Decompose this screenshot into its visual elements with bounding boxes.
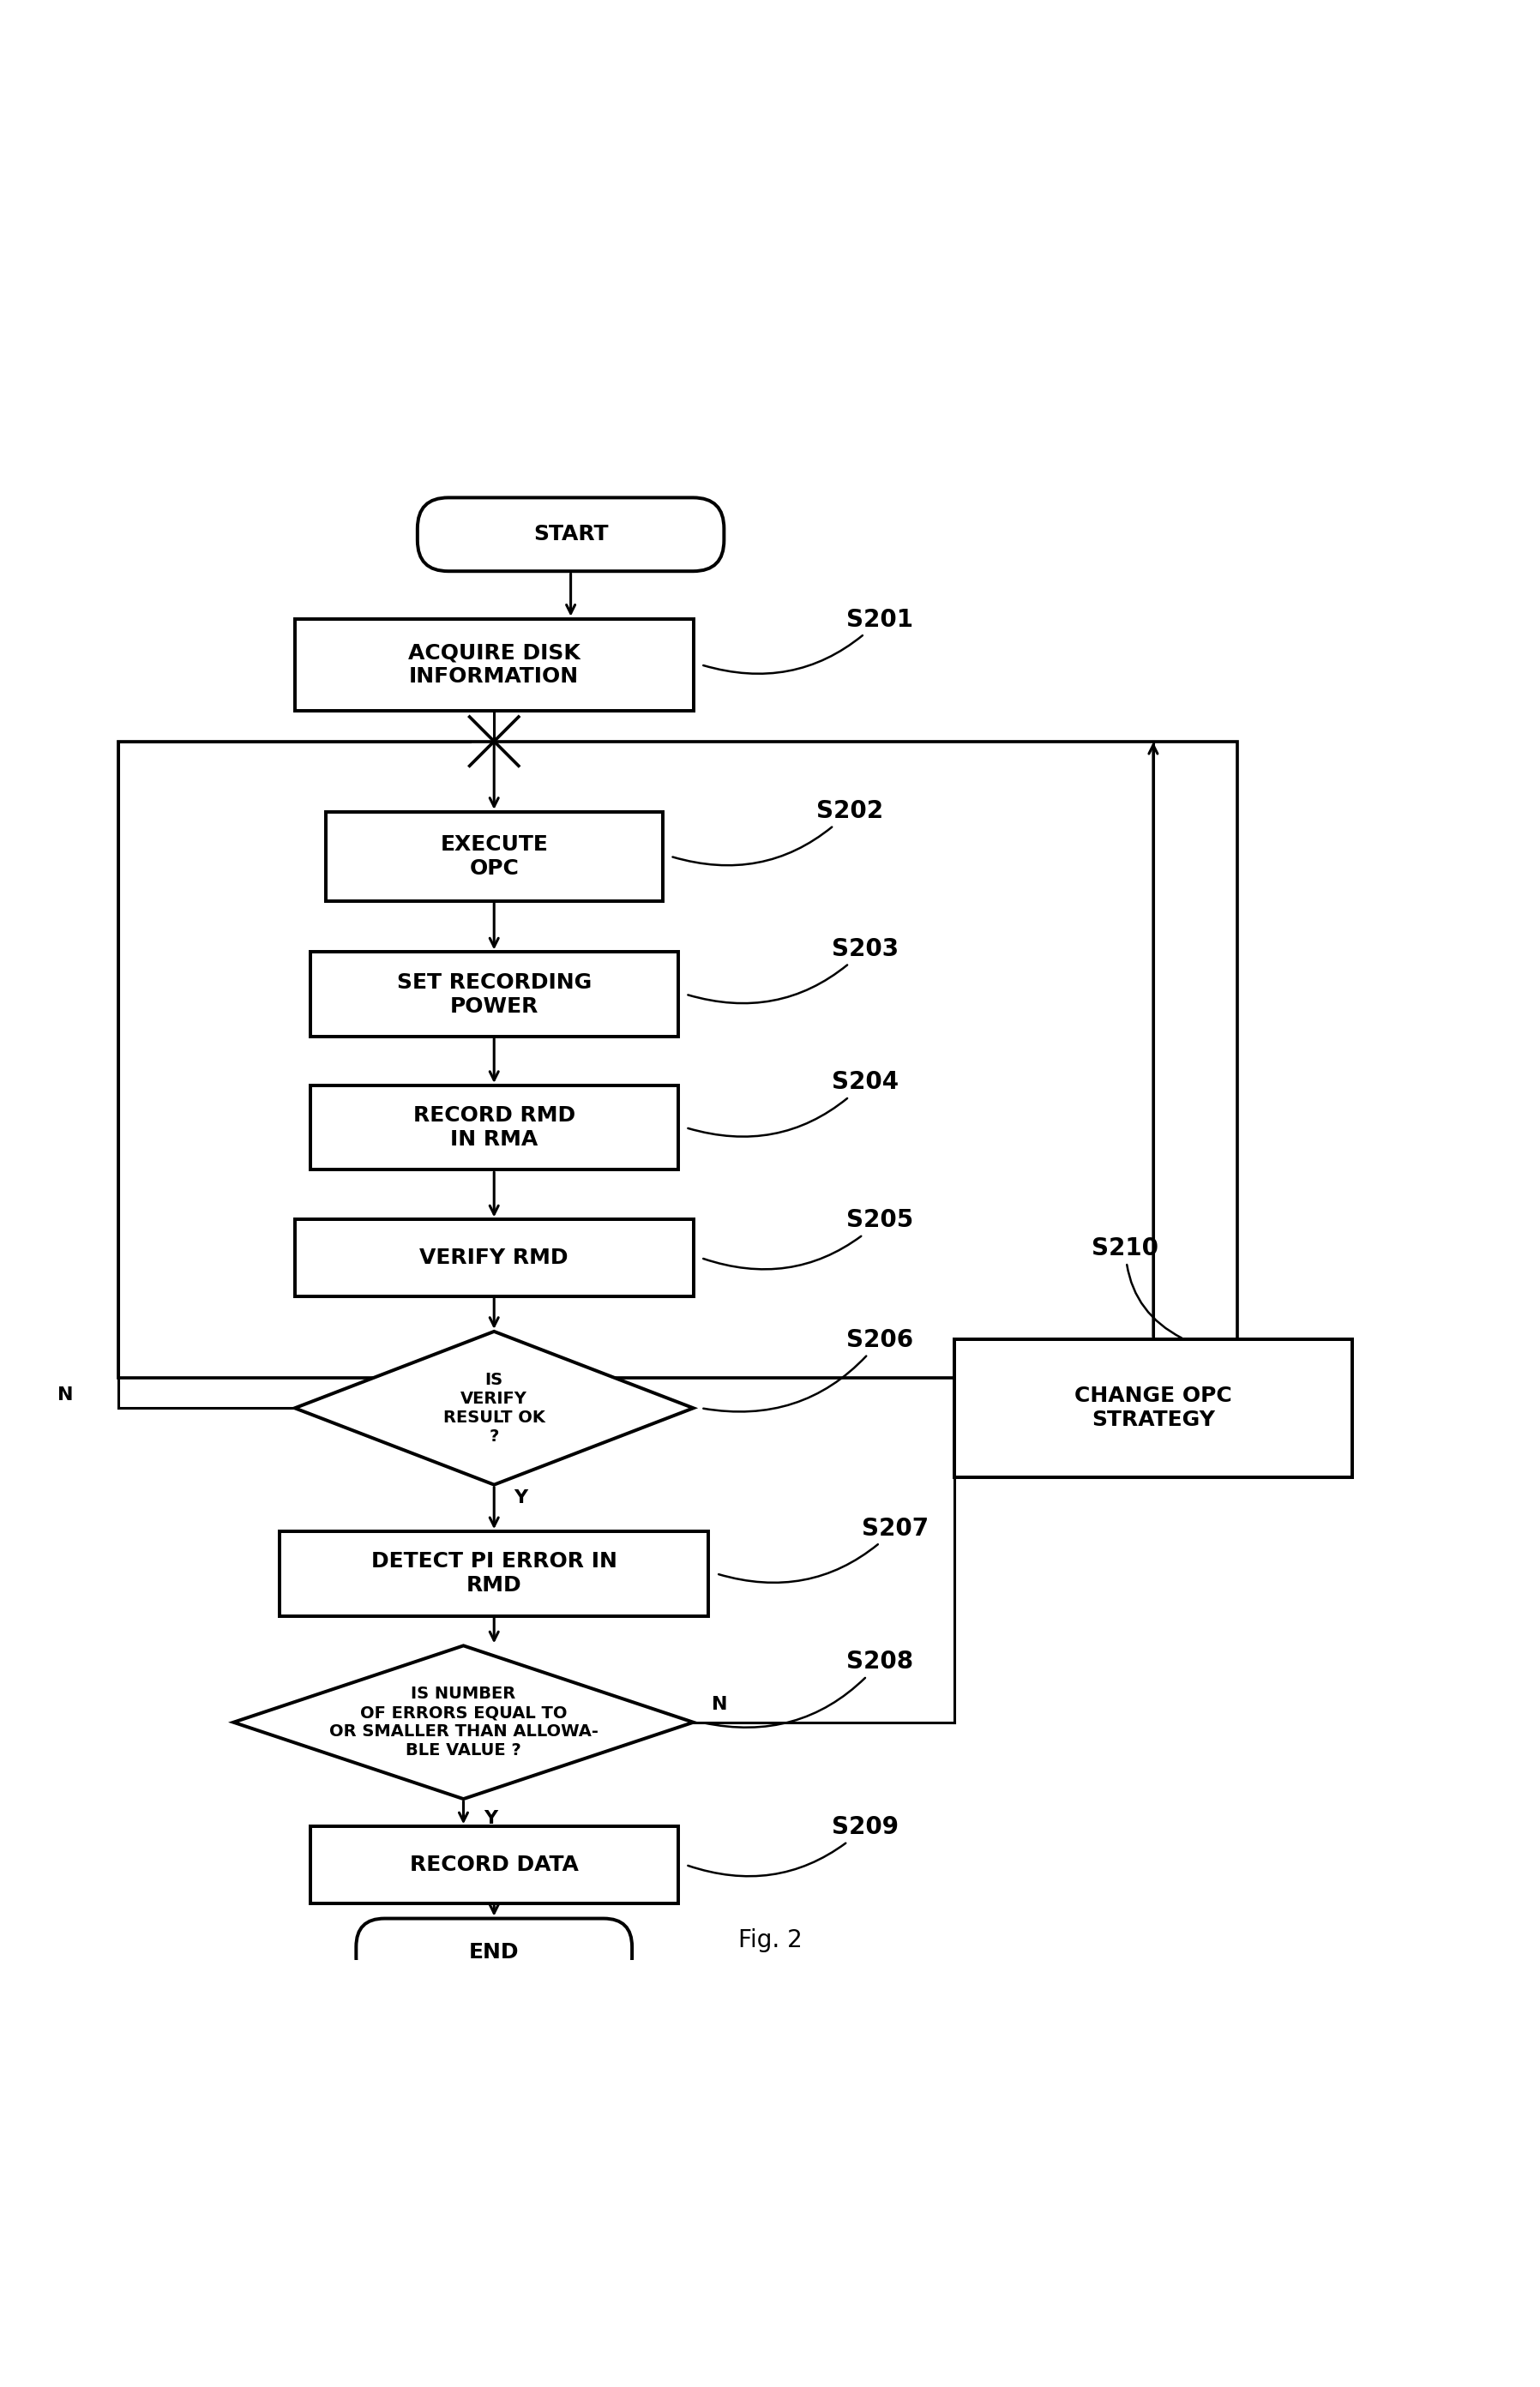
Text: START: START [533, 525, 608, 544]
Text: S208: S208 [704, 1649, 913, 1728]
FancyBboxPatch shape [310, 1826, 678, 1902]
Text: Fig. 2: Fig. 2 [738, 1929, 802, 1953]
Text: N: N [57, 1387, 72, 1404]
Text: Y: Y [484, 1809, 497, 1826]
Text: S201: S201 [704, 609, 913, 673]
Text: ACQUIRE DISK
INFORMATION: ACQUIRE DISK INFORMATION [408, 642, 581, 687]
Text: IS NUMBER
OF ERRORS EQUAL TO
OR SMALLER THAN ALLOWA-
BLE VALUE ?: IS NUMBER OF ERRORS EQUAL TO OR SMALLER … [330, 1685, 598, 1759]
FancyBboxPatch shape [953, 1339, 1352, 1478]
Text: IS
VERIFY
RESULT OK
?: IS VERIFY RESULT OK ? [444, 1373, 545, 1444]
FancyBboxPatch shape [294, 1220, 693, 1296]
Text: RECORD RMD
IN RMA: RECORD RMD IN RMA [413, 1105, 574, 1151]
Text: S205: S205 [704, 1208, 913, 1270]
Text: EXECUTE
OPC: EXECUTE OPC [440, 833, 548, 878]
Text: N: N [711, 1697, 727, 1714]
FancyBboxPatch shape [325, 812, 662, 900]
Text: S206: S206 [704, 1327, 913, 1411]
Text: END: END [470, 1943, 519, 1962]
Text: VERIFY RMD: VERIFY RMD [420, 1248, 568, 1267]
FancyBboxPatch shape [294, 618, 693, 711]
Polygon shape [234, 1645, 693, 1800]
Text: S207: S207 [719, 1516, 929, 1583]
FancyBboxPatch shape [310, 952, 678, 1036]
Polygon shape [294, 1332, 693, 1485]
Text: RECORD DATA: RECORD DATA [410, 1855, 579, 1876]
Text: CHANGE OPC
STRATEGY: CHANGE OPC STRATEGY [1075, 1387, 1232, 1430]
FancyBboxPatch shape [417, 496, 724, 570]
Text: Y: Y [514, 1489, 528, 1506]
Text: SET RECORDING
POWER: SET RECORDING POWER [397, 972, 591, 1017]
FancyBboxPatch shape [310, 1086, 678, 1170]
Text: S204: S204 [688, 1069, 898, 1136]
Text: S203: S203 [688, 938, 898, 1003]
Text: S209: S209 [688, 1817, 898, 1876]
Text: S210: S210 [1092, 1236, 1181, 1339]
FancyBboxPatch shape [279, 1532, 708, 1616]
Text: DETECT PI ERROR IN
RMD: DETECT PI ERROR IN RMD [371, 1552, 618, 1597]
FancyBboxPatch shape [356, 1919, 631, 1986]
Text: S202: S202 [673, 800, 882, 866]
